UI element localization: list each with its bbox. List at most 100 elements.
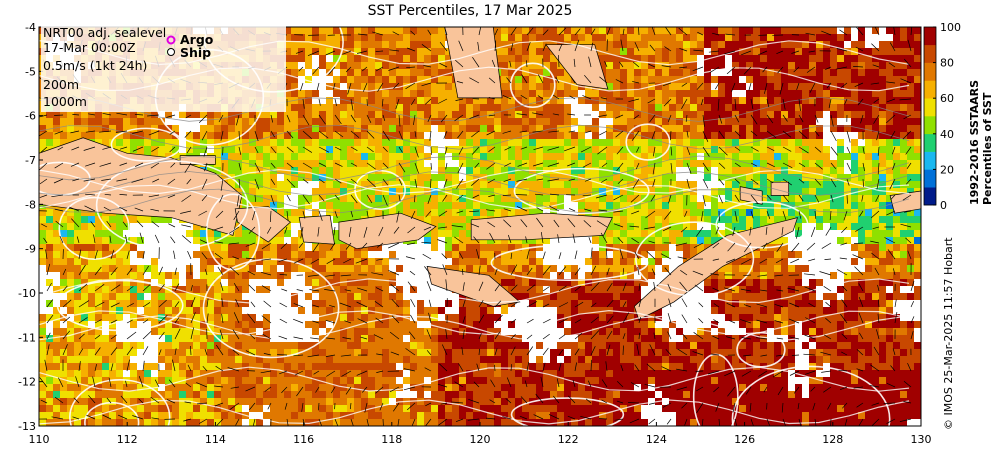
current-arrow: [293, 354, 304, 357]
current-arrow: [329, 304, 336, 308]
current-arrow: [653, 332, 656, 340]
current-arrow: [536, 217, 544, 228]
current-arrow: [341, 370, 352, 377]
current-arrow: [629, 225, 640, 228]
current-arrow: [760, 354, 768, 357]
current-arrow: [478, 314, 485, 324]
current-arrow: [782, 130, 792, 138]
current-arrow: [245, 350, 256, 356]
current-arrow: [461, 268, 464, 276]
current-arrow: [302, 162, 313, 169]
current-arrow: [766, 418, 770, 426]
current-arrow: [429, 130, 432, 141]
current-arrow: [820, 351, 832, 356]
current-arrow: [663, 98, 672, 107]
current-arrow: [62, 316, 71, 324]
current-arrow: [903, 58, 912, 68]
current-arrow: [55, 220, 64, 228]
current-arrow: [424, 367, 432, 372]
current-arrow: [70, 130, 80, 134]
current-arrow: [781, 402, 784, 413]
current-arrow: [809, 82, 816, 93]
current-arrow: [443, 130, 448, 139]
current-arrow: [181, 235, 192, 244]
current-arrow: [478, 27, 482, 36]
current-arrow: [613, 210, 624, 213]
current-arrow: [248, 284, 256, 292]
current-arrow: [361, 66, 368, 72]
current-arrow: [494, 348, 498, 356]
current-arrow: [555, 76, 560, 84]
colorbar-segment: [924, 80, 936, 99]
current-arrow: [302, 178, 309, 184]
current-arrow: [542, 29, 549, 36]
current-arrow: [830, 194, 834, 203]
current-arrow: [862, 162, 865, 172]
sealevel-contour: [509, 62, 556, 108]
current-arrow: [203, 146, 208, 157]
current-arrow: [649, 114, 656, 123]
current-arrow: [664, 267, 672, 276]
current-arrow: [825, 226, 832, 236]
current-arrow: [779, 82, 784, 95]
current-arrow: [312, 320, 320, 324]
current-arrow: [755, 337, 768, 340]
current-arrow: [94, 319, 102, 324]
colorbar-segment: [924, 116, 936, 135]
current-arrow: [574, 286, 581, 292]
current-arrow: [598, 418, 608, 420]
current-arrow: [634, 41, 640, 52]
current-arrow: [215, 210, 224, 218]
current-arrow: [890, 194, 896, 201]
legend-1000m-contour-label: 1000m: [43, 94, 87, 109]
current-arrow: [279, 274, 288, 276]
current-arrow: [858, 312, 864, 324]
current-arrow: [542, 333, 550, 340]
current-arrow: [710, 273, 720, 276]
current-arrow: [148, 194, 160, 198]
current-arrow: [692, 66, 704, 72]
current-arrow: [393, 226, 400, 234]
current-arrow: [59, 235, 64, 244]
current-arrow: [426, 281, 432, 292]
current-arrow: [814, 210, 817, 219]
current-arrow: [526, 41, 531, 52]
current-arrow: [684, 210, 688, 217]
current-arrow: [286, 146, 294, 153]
current-arrow: [549, 193, 560, 196]
current-arrow: [835, 66, 848, 70]
current-arrow: [260, 370, 272, 374]
current-arrow: [439, 363, 448, 372]
current-arrow: [765, 226, 768, 235]
current-arrow: [330, 242, 336, 250]
current-arrow: [515, 194, 528, 196]
current-arrow: [302, 114, 310, 126]
current-arrow: [132, 130, 144, 134]
current-arrow: [204, 162, 208, 172]
current-arrow: [389, 386, 400, 393]
sealevel-contour: [625, 123, 671, 161]
current-arrow: [558, 43, 563, 52]
current-arrow: [548, 414, 560, 420]
sealevel-contour: [56, 279, 184, 332]
current-arrow: [281, 288, 288, 292]
current-arrow: [741, 337, 752, 340]
current-arrow: [749, 402, 752, 412]
current-arrow: [344, 320, 352, 324]
current-arrow: [94, 334, 101, 340]
current-arrow: [648, 63, 656, 68]
current-arrow: [318, 114, 326, 125]
current-arrow: [190, 312, 196, 324]
current-arrow: [766, 98, 770, 107]
current-arrow: [72, 114, 80, 116]
current-arrow: [604, 61, 608, 68]
current-arrow: [312, 304, 320, 308]
current-arrow: [284, 226, 288, 234]
current-arrow: [534, 193, 544, 196]
current-arrow: [233, 312, 240, 324]
current-arrow: [681, 298, 688, 308]
current-arrow: [622, 333, 626, 340]
current-arrow: [54, 396, 64, 404]
current-arrow: [152, 178, 160, 183]
current-arrow: [473, 381, 480, 388]
